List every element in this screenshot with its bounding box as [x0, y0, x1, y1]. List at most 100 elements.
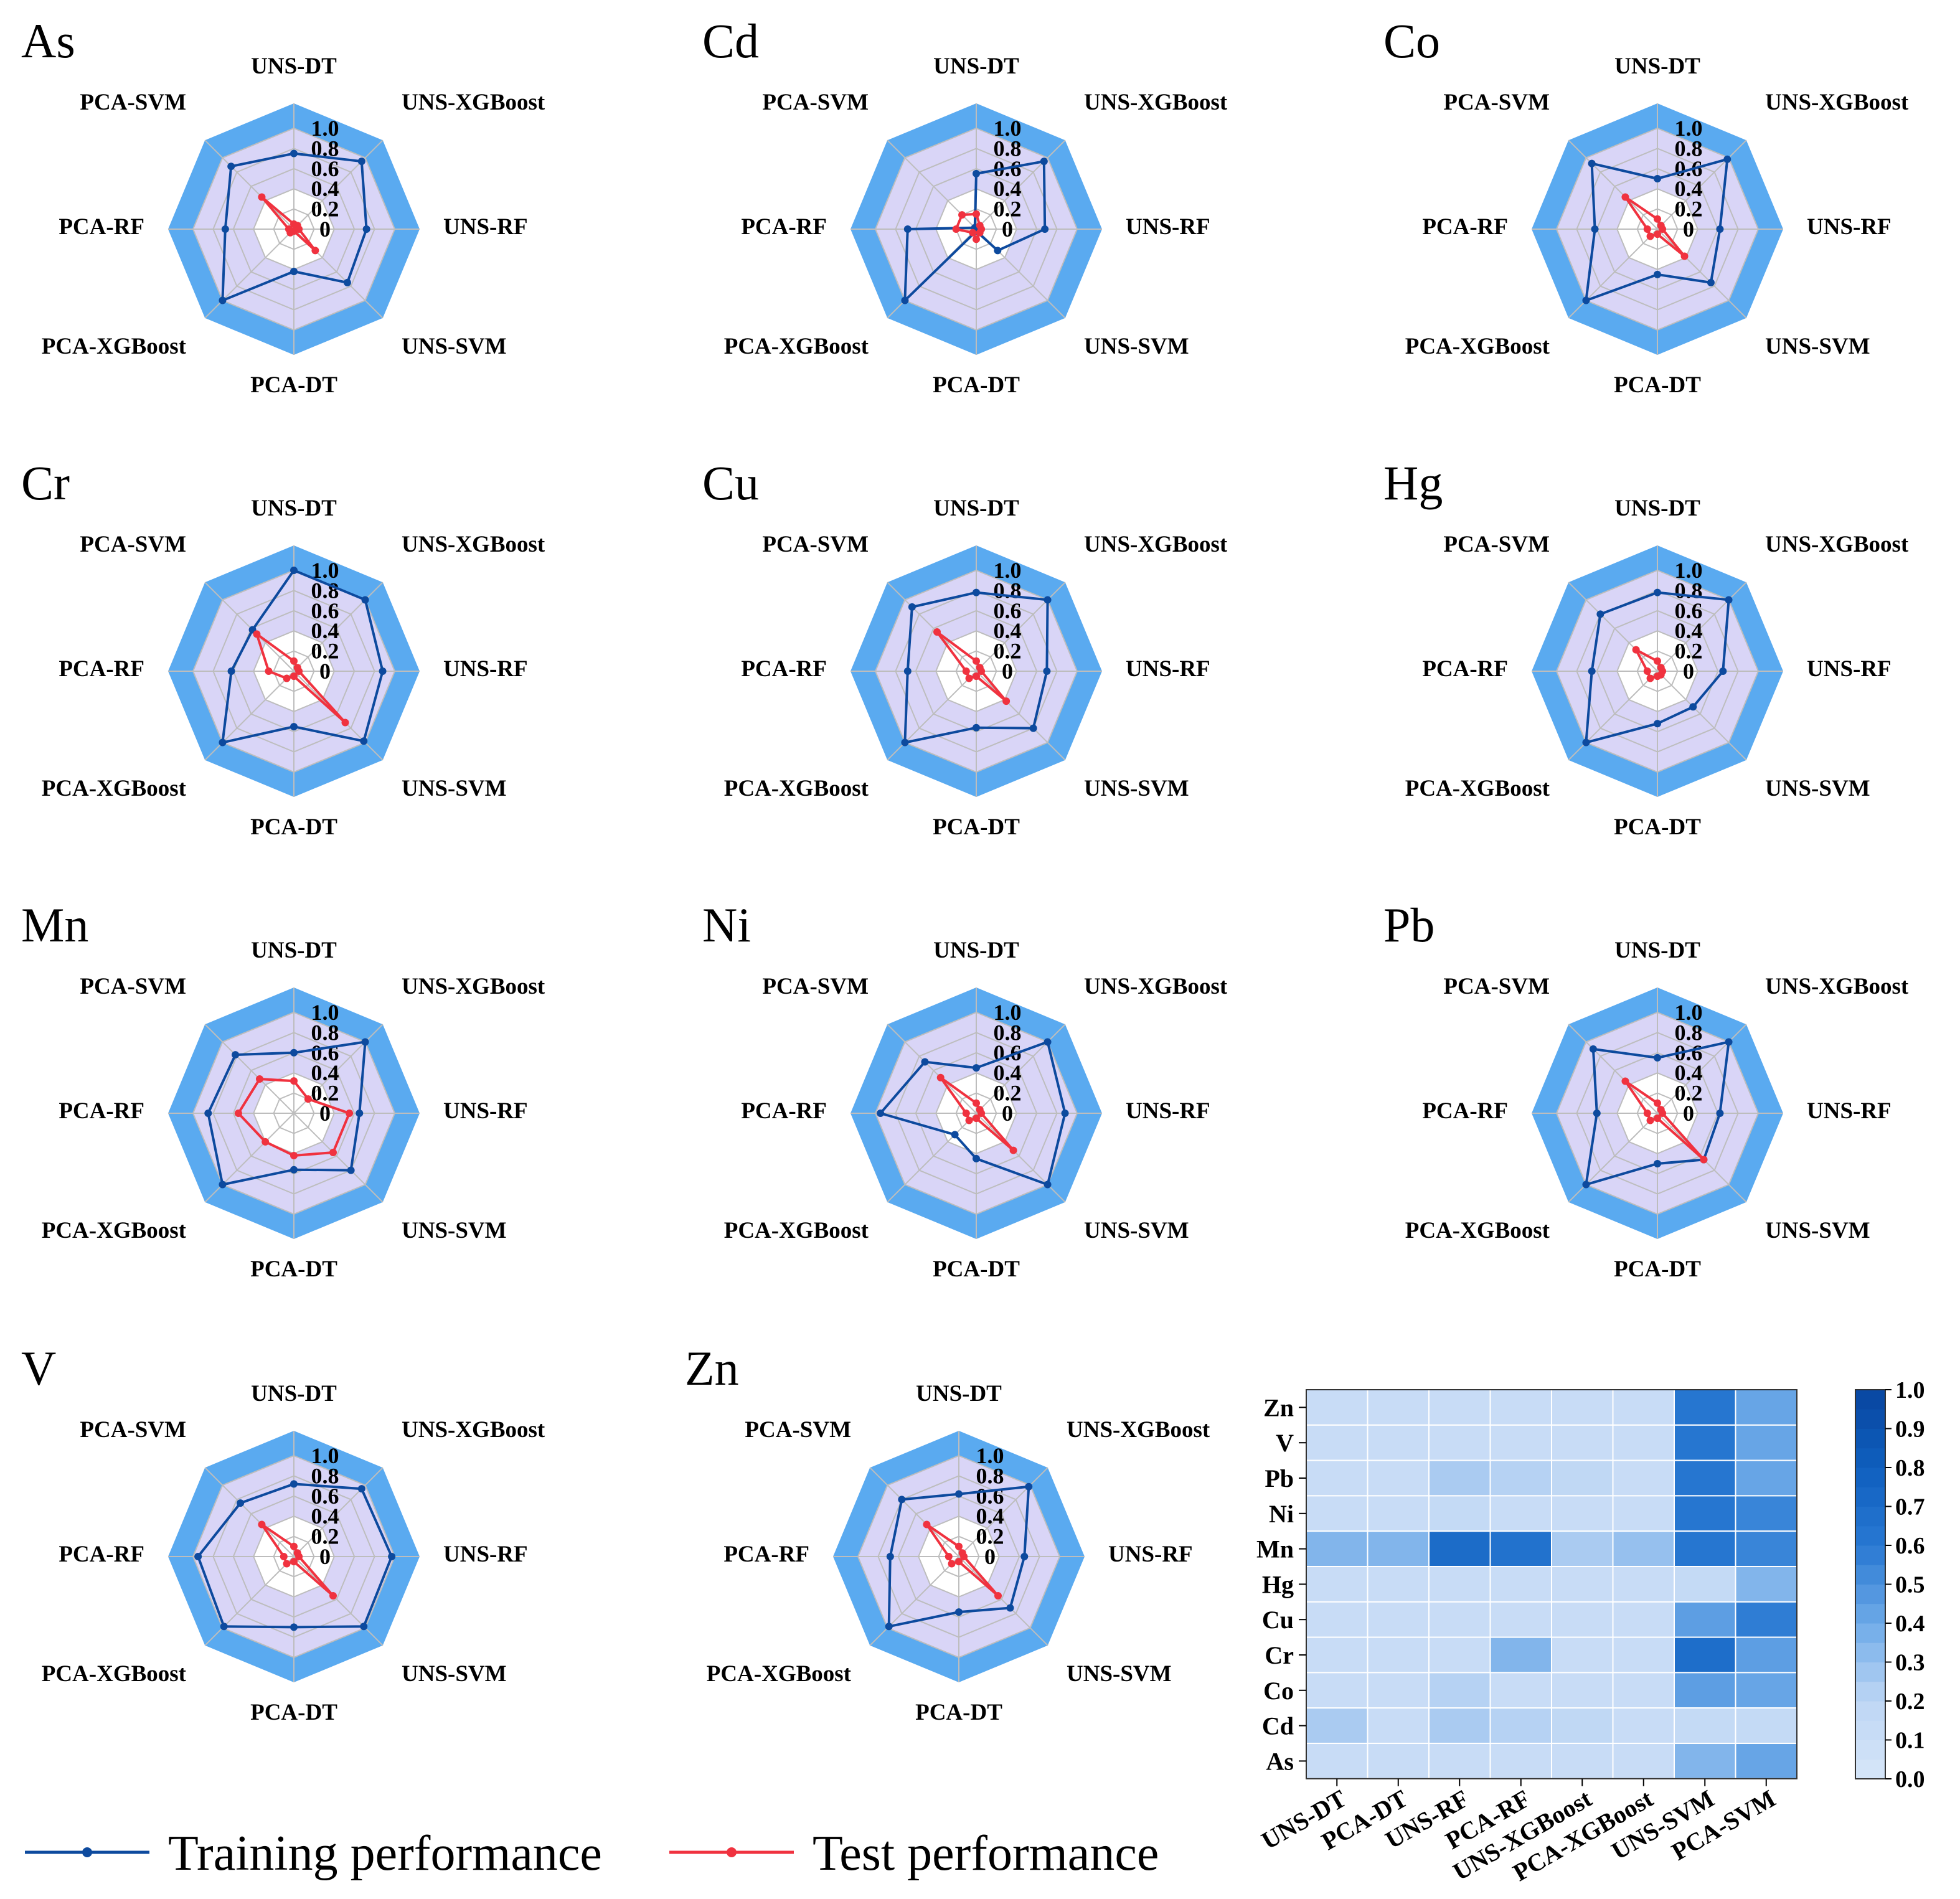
heatmap-row-label: Zn — [1263, 1393, 1294, 1421]
heatmap-cell — [1367, 1636, 1430, 1674]
axis-label: UNS-XGBoost — [402, 1417, 545, 1443]
axis-label: UNS-RF — [1126, 214, 1210, 240]
test-point — [965, 674, 973, 682]
training-point — [361, 596, 369, 604]
training-point — [219, 738, 227, 747]
test-point — [933, 628, 941, 636]
colorbar-tick-label: 0.4 — [1895, 1611, 1925, 1637]
heatmap: ZnVPbNiMnHgCuCrCoCdAsUNS-DTPCA-DTUNS-RFP… — [1256, 1377, 1925, 1887]
test-point — [253, 630, 261, 638]
heatmap-cell — [1306, 1495, 1369, 1532]
heatmap-cell — [1428, 1389, 1491, 1426]
test-point — [256, 1075, 264, 1083]
training-point — [290, 1480, 298, 1488]
panel-title: Mn — [21, 898, 88, 952]
training-point — [1582, 738, 1590, 747]
tick-label: 0.4 — [994, 618, 1022, 643]
training-point — [1061, 1110, 1069, 1117]
axis-label: PCA-RF — [59, 656, 144, 682]
axis-label: UNS-RF — [1807, 1098, 1892, 1124]
training-point — [1582, 296, 1590, 304]
heatmap-cell — [1428, 1743, 1491, 1779]
colorbar-tick-label: 0.2 — [1895, 1689, 1925, 1715]
spoke — [1568, 1113, 1658, 1203]
spoke — [1657, 139, 1747, 230]
test-point — [952, 225, 960, 233]
training-point — [951, 1131, 959, 1139]
axis-label: PCA-XGBoost — [1405, 776, 1550, 801]
test-point — [1680, 252, 1689, 260]
heatmap-cell — [1367, 1707, 1430, 1744]
test-point — [311, 247, 319, 255]
training-point — [1591, 225, 1599, 233]
tick-label: 0 — [1683, 659, 1694, 684]
heatmap-cell — [1612, 1601, 1675, 1638]
axis-label: PCA-DT — [250, 1700, 337, 1725]
axis-label: UNS-DT — [916, 1381, 1002, 1407]
spoke — [1568, 139, 1658, 230]
test-point — [973, 235, 980, 243]
heatmap-cell — [1735, 1636, 1797, 1674]
spoke — [976, 671, 1066, 761]
colorbar-tick-label: 0.6 — [1895, 1533, 1925, 1559]
colorbar-tick-label: 0.0 — [1895, 1766, 1925, 1793]
heatmap-cell — [1674, 1530, 1736, 1567]
test-point — [1002, 697, 1011, 705]
test-point — [969, 229, 977, 237]
test-point — [258, 1520, 266, 1529]
heatmap-cell — [1489, 1495, 1552, 1532]
test-point — [978, 1110, 986, 1117]
heatmap-cell — [1674, 1389, 1736, 1426]
spoke — [204, 1467, 294, 1557]
legend: Training performance Test performance — [25, 1826, 1159, 1881]
axis-label: PCA-RF — [59, 1098, 144, 1124]
test-point — [1654, 657, 1661, 665]
heatmap-cell — [1612, 1636, 1675, 1674]
test-point — [1632, 646, 1640, 654]
training-point — [194, 1553, 202, 1560]
axis-label: UNS-SVM — [1084, 776, 1189, 801]
tick-label: 0 — [1002, 217, 1013, 242]
spoke — [1657, 1024, 1747, 1114]
tick-label: 0.8 — [976, 1463, 1004, 1488]
colorbar-segment — [1855, 1565, 1885, 1585]
axis-label: UNS-SVM — [1765, 334, 1870, 359]
heatmap-row-label: Cr — [1265, 1641, 1294, 1669]
test-point — [295, 1553, 303, 1560]
training-point — [1654, 720, 1661, 728]
tick-label: 0.2 — [1675, 1081, 1703, 1106]
spoke — [293, 139, 384, 230]
heatmap-row-label: Hg — [1262, 1570, 1294, 1598]
heatmap-cell — [1551, 1530, 1614, 1567]
tick-label: 1.0 — [1675, 116, 1703, 141]
axis-label: PCA-DT — [933, 372, 1020, 398]
spoke — [976, 1113, 1066, 1203]
test-point — [973, 210, 980, 218]
axis-label: PCA-RF — [741, 656, 827, 682]
training-point — [1044, 1038, 1052, 1046]
training-point — [360, 1623, 368, 1631]
panel-title: Pb — [1383, 898, 1435, 952]
test-point — [280, 1553, 288, 1560]
tick-label: 0 — [319, 217, 331, 242]
radar-panel-ni: Ni00.20.40.60.81.0UNS-DTUNS-XGBoostUNS-R… — [702, 898, 1228, 1282]
training-point — [204, 1110, 212, 1117]
radar-panel-zn: Zn 00.20.40.60.81.0 UNS-DT UNS-XGBoost UNS-R… — [685, 1341, 1210, 1725]
axis-label: PCA-XGBoost — [42, 776, 187, 801]
axis-label: UNS-SVM — [402, 776, 507, 801]
panel-title: As — [21, 14, 75, 68]
heatmap-cell — [1735, 1459, 1797, 1497]
tick-label: 0.2 — [994, 639, 1022, 664]
radar-panel-cd: Cd00.20.40.60.81.0UNS-DTUNS-XGBoostUNS-R… — [702, 14, 1228, 398]
test-point — [948, 1560, 956, 1568]
axis-label: UNS-DT — [933, 938, 1019, 963]
training-point — [1723, 155, 1731, 163]
heatmap-row-label: Ni — [1269, 1500, 1294, 1528]
training-point — [1040, 158, 1048, 166]
axis-label: PCA-SVM — [80, 532, 186, 557]
axis-label: UNS-RF — [443, 1542, 528, 1567]
training-point — [1044, 1180, 1052, 1189]
colorbar-tick-label: 0.3 — [1895, 1650, 1925, 1676]
heatmap-cell — [1674, 1707, 1736, 1744]
training-point — [877, 1110, 885, 1117]
